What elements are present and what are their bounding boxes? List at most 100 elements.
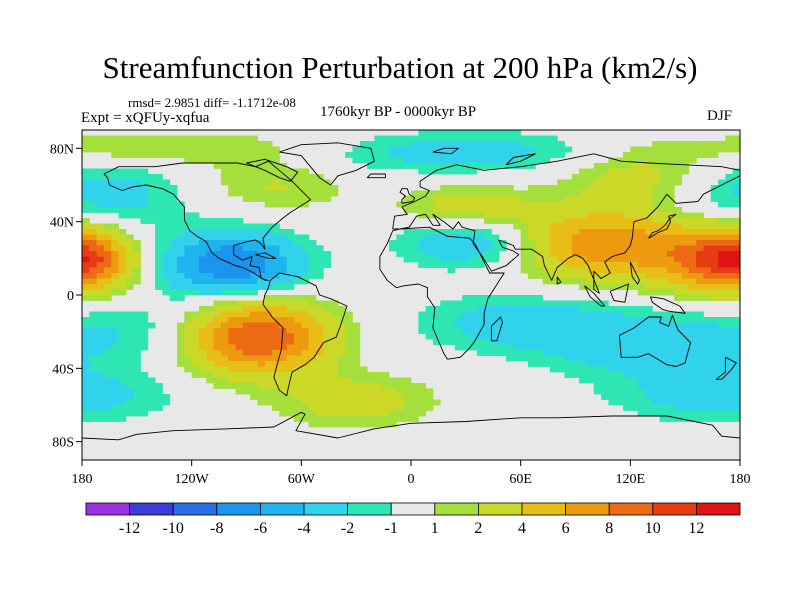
field-cell — [103, 295, 112, 301]
field-cell — [520, 256, 529, 263]
field-cell — [250, 383, 258, 389]
field-cell — [359, 377, 368, 384]
field-cell — [206, 361, 214, 367]
field-cell — [710, 196, 719, 202]
field-cell — [198, 267, 207, 274]
field-cell — [476, 311, 485, 318]
field-cell — [272, 267, 280, 274]
field-cell — [549, 207, 558, 213]
field-cell — [177, 273, 185, 279]
field-cell — [696, 256, 704, 263]
field-cell — [257, 322, 266, 329]
field-cell — [586, 322, 595, 329]
field-cell — [96, 355, 105, 362]
field-cell — [571, 251, 580, 257]
field-cell — [111, 196, 119, 202]
field-cell — [696, 311, 704, 318]
field-cell — [118, 405, 127, 411]
field-cell — [286, 317, 295, 323]
field-cell — [228, 185, 236, 191]
field-cell — [688, 350, 697, 356]
field-cell — [242, 168, 251, 175]
field-cell — [535, 201, 543, 208]
field-cell — [696, 410, 704, 417]
field-cell — [469, 256, 478, 263]
colorbar-swatch — [696, 502, 741, 516]
field-cell — [520, 234, 529, 241]
field-cell — [681, 256, 690, 263]
field-cell — [352, 355, 361, 362]
field-cell — [666, 273, 675, 279]
field-cell — [155, 146, 163, 153]
field-cell — [491, 333, 500, 340]
field-cell — [337, 344, 346, 351]
field-cell — [345, 350, 353, 356]
coast-sumatra — [584, 285, 606, 307]
field-cell — [432, 212, 441, 219]
field-cell — [228, 278, 236, 285]
field-cell — [703, 317, 712, 323]
field-cell — [403, 196, 412, 202]
field-cell — [593, 361, 602, 367]
field-cell — [191, 152, 200, 158]
field-cell — [242, 157, 251, 164]
field-cell — [593, 284, 602, 290]
field-cell — [257, 141, 266, 147]
field-cell — [725, 405, 734, 411]
field-cell — [82, 416, 90, 422]
field-cell — [82, 344, 90, 351]
field-cell — [337, 405, 346, 411]
field-cell — [630, 366, 639, 373]
field-cell — [315, 328, 324, 334]
field-cell — [286, 190, 295, 197]
field-cell — [96, 267, 105, 274]
field-cell — [513, 344, 522, 351]
field-cell — [527, 212, 536, 219]
field-cell — [593, 207, 602, 213]
field-cell — [710, 229, 719, 235]
field-cell — [301, 300, 310, 307]
field-cell — [484, 201, 492, 208]
field-cell — [710, 146, 719, 153]
field-cell — [89, 135, 98, 142]
field-cell — [191, 229, 200, 235]
field-cell — [520, 218, 529, 224]
field-cell — [250, 196, 258, 202]
field-cell — [732, 179, 740, 186]
coast-baffin — [246, 158, 299, 182]
field-cell — [111, 190, 119, 197]
field-cell — [103, 355, 112, 362]
field-cell — [432, 311, 441, 318]
field-cell — [301, 185, 310, 191]
field-cell — [235, 146, 244, 153]
field-cell — [140, 344, 149, 351]
field-cell — [352, 350, 361, 356]
field-cell — [411, 399, 419, 406]
field-cell — [374, 383, 383, 389]
field-cell — [140, 339, 149, 345]
field-cell — [674, 410, 682, 417]
field-cell — [279, 185, 288, 191]
field-cell — [513, 355, 522, 362]
field-cell — [542, 146, 551, 153]
field-cell — [147, 174, 156, 180]
field-cell — [250, 284, 258, 290]
field-cell — [82, 190, 90, 197]
field-cell — [608, 179, 617, 186]
field-cell — [447, 212, 456, 219]
field-cell — [242, 223, 251, 230]
field-cell — [220, 350, 229, 356]
field-cell — [484, 157, 492, 164]
field-cell — [462, 328, 470, 334]
field-cell — [250, 278, 258, 285]
field-cell — [535, 361, 543, 367]
field-cell — [272, 322, 280, 329]
field-cell — [630, 179, 639, 186]
coast-australia — [618, 314, 692, 367]
field-cell — [96, 196, 105, 202]
field-cell — [469, 212, 478, 219]
field-cell — [206, 234, 214, 241]
field-cell — [308, 267, 317, 274]
field-cell — [345, 339, 353, 345]
field-cell — [476, 201, 485, 208]
